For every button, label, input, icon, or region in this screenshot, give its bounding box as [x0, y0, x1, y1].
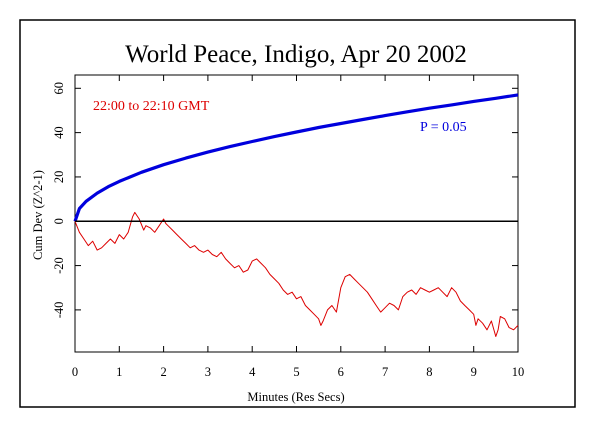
- time-range-annotation: 22:00 to 22:10 GMT: [93, 99, 210, 114]
- x-tick-label: 7: [382, 365, 388, 379]
- x-tick-label: 5: [293, 365, 299, 379]
- y-tick-label: 0: [52, 218, 66, 224]
- x-tick-label: 0: [72, 365, 78, 379]
- y-tick-label: 60: [52, 82, 66, 95]
- x-tick-label: 8: [426, 365, 432, 379]
- x-tick-label: 9: [471, 365, 477, 379]
- x-tick-label: 10: [512, 365, 525, 379]
- y-tick-label: -20: [52, 257, 66, 274]
- x-tick-label: 6: [338, 365, 344, 379]
- x-tick-label: 1: [116, 365, 122, 379]
- series-layer: [73, 93, 519, 337]
- p-value-annotation: P = 0.05: [420, 120, 467, 135]
- y-tick-label: 20: [52, 171, 66, 184]
- p05-envelope-line: [73, 93, 519, 222]
- x-tick-label: 4: [249, 365, 256, 379]
- chart-title: World Peace, Indigo, Apr 20 2002: [125, 41, 467, 68]
- cumulative-deviation-line: [74, 211, 519, 337]
- x-tick-label: 3: [205, 365, 211, 379]
- x-axis-label: Minutes (Res Secs): [247, 390, 344, 404]
- y-axis-label: Cum Dev (Z^2-1): [31, 170, 45, 260]
- y-tick-label: -40: [52, 302, 66, 319]
- y-tick-label: 40: [52, 126, 66, 139]
- axes-layer: 0 1 2 3 4 5 6 7 8 9 10 -40 -20 0 20 40 60: [52, 75, 524, 379]
- figure-border: [19, 19, 576, 408]
- x-tick-label: 2: [160, 365, 166, 379]
